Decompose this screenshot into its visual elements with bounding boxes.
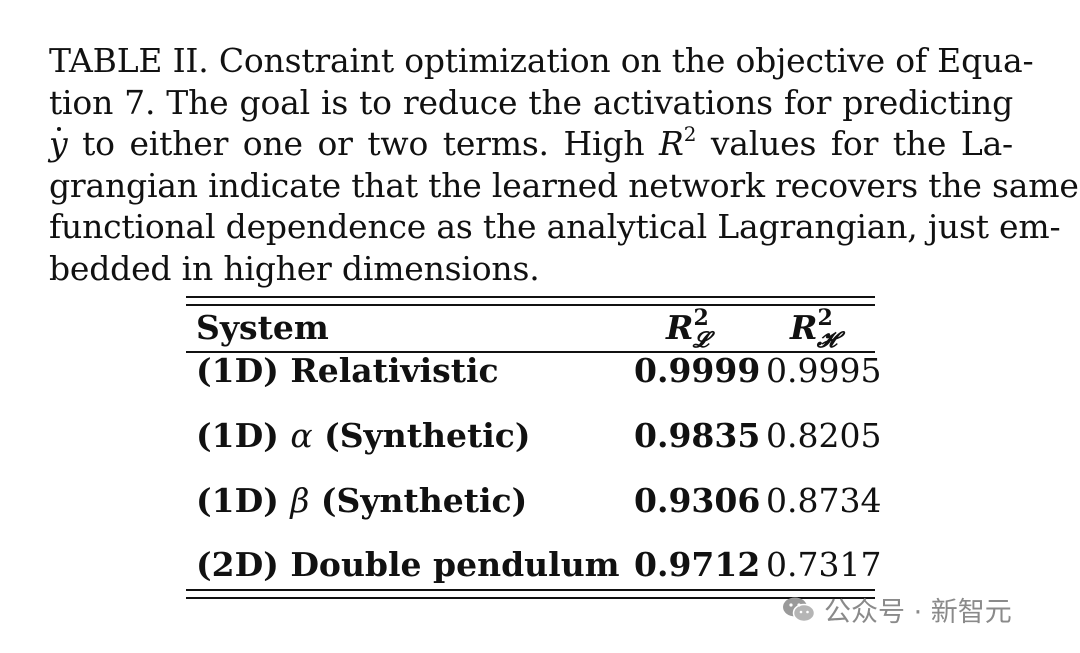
row-rl-value: 0.9835 bbox=[634, 416, 761, 455]
header-rule bbox=[186, 351, 875, 353]
caption-line-3a: to either one or two terms. High bbox=[82, 124, 645, 163]
row-rl-value: 0.9712 bbox=[634, 545, 761, 584]
table-row: (2D) Double pendulum bbox=[196, 545, 620, 584]
table-row: (1D) β (Synthetic) bbox=[196, 481, 527, 520]
table-row: (1D) Relativistic bbox=[196, 351, 499, 390]
header-r-h-base: R bbox=[790, 308, 818, 347]
top-rule-1 bbox=[186, 296, 875, 298]
caption-line-4: grangian indicate that the learned netwo… bbox=[49, 165, 1079, 205]
header-r-h-sub: 𝓗 bbox=[816, 327, 837, 353]
caption-line-1: TABLE II. Constraint optimization on the… bbox=[49, 41, 1034, 80]
table-caption: TABLE II. Constraint optimization on the… bbox=[49, 40, 1079, 289]
r-sup: 2 bbox=[683, 122, 697, 146]
row-name: Double pendulum bbox=[290, 545, 620, 584]
row-name: Relativistic bbox=[290, 351, 499, 390]
row-greek: α bbox=[290, 416, 313, 455]
row-rl-value: 0.9306 bbox=[634, 481, 761, 520]
row-rh-value: 0.7317 bbox=[766, 545, 882, 584]
row-rh-value: 0.8734 bbox=[766, 481, 882, 520]
header-r-l-sub: 𝓛 bbox=[692, 327, 709, 353]
row-prefix: (1D) bbox=[196, 481, 279, 520]
row-name: (Synthetic) bbox=[324, 416, 531, 455]
bottom-rule-1 bbox=[186, 589, 875, 591]
caption-line-2: tion 7. The goal is to reduce the activa… bbox=[49, 82, 1013, 122]
bottom-rule-2 bbox=[186, 597, 875, 599]
top-rule-2 bbox=[186, 304, 875, 306]
y-dot-symbol: y bbox=[49, 124, 68, 163]
caption-line-5: functional dependence as the analytical … bbox=[49, 207, 1061, 246]
row-prefix: (2D) bbox=[196, 545, 279, 584]
caption-line-3b: values for the La- bbox=[710, 124, 1013, 163]
row-prefix: (1D) bbox=[196, 351, 279, 390]
watermark: 公众号 · 新智元 bbox=[782, 590, 1012, 629]
caption-line-6: bedded in higher dimensions. bbox=[49, 248, 540, 288]
header-r-l-sup: 2 bbox=[693, 305, 709, 331]
wechat-icon bbox=[782, 596, 816, 624]
row-greek: β bbox=[290, 481, 310, 520]
header-r-lagrangian: R2𝓛 bbox=[666, 305, 709, 351]
table-row: (1D) α (Synthetic) bbox=[196, 416, 530, 455]
row-prefix: (1D) bbox=[196, 416, 279, 455]
row-name: (Synthetic) bbox=[320, 481, 528, 520]
watermark-text: 公众号 · 新智元 bbox=[824, 597, 1012, 628]
row-rl-value: 0.9999 bbox=[634, 351, 761, 390]
header-system: System bbox=[196, 308, 329, 347]
caption-line-3: y to either one or two terms. High R2 va… bbox=[49, 123, 1013, 165]
header-r-h-sup: 2 bbox=[817, 305, 833, 331]
header-r-l-base: R bbox=[666, 308, 694, 347]
row-rh-value: 0.9995 bbox=[766, 351, 882, 390]
header-r-hamiltonian: R2𝓗 bbox=[790, 305, 837, 351]
r-symbol: R bbox=[659, 124, 684, 163]
row-rh-value: 0.8205 bbox=[766, 416, 882, 455]
